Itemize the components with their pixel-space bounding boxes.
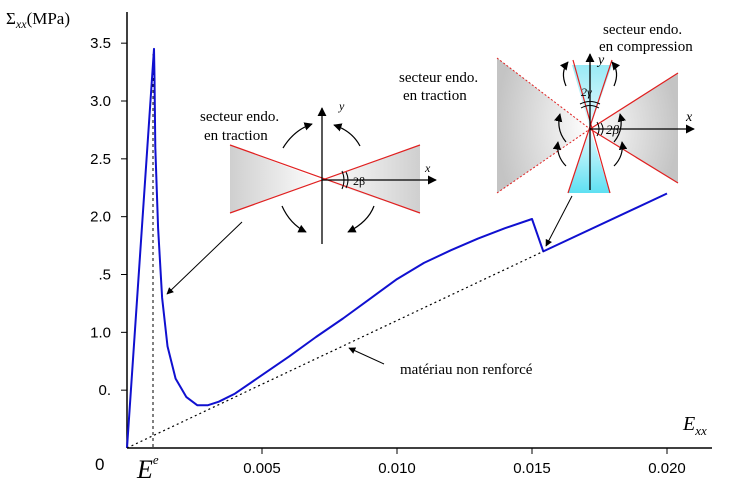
x-axis-label: Exx	[682, 413, 707, 438]
traction-sector-label-1: secteur endo.	[200, 109, 279, 125]
angle-beta-label: 2β	[606, 122, 620, 137]
x-tick-label: 0.020	[648, 460, 686, 477]
compression-sector-label-2: en compression	[599, 39, 693, 55]
traction-sector-label-2: en traction	[403, 88, 467, 104]
compression-sector-label-1: secteur endo.	[603, 22, 682, 38]
traction-sector-label-1: secteur endo.	[399, 70, 478, 86]
sector-boundary-line	[229, 144, 421, 214]
reference-curve	[126, 250, 544, 449]
traction-sector-right	[590, 73, 678, 183]
rotation-arrow	[611, 61, 621, 87]
reference-curve-label: matériau non renforcé	[400, 362, 533, 378]
angle-beta-label: 2β	[353, 174, 365, 188]
x-tick-label: 0.005	[243, 460, 281, 477]
y-tick-label: 3.5	[90, 35, 111, 52]
stress-strain-curve	[126, 47, 668, 449]
axis-x-label: x	[685, 110, 693, 125]
traction-sector-left	[497, 58, 590, 193]
leader-arrow	[348, 347, 385, 365]
rotation-arrow	[613, 141, 628, 167]
y-tick-label: 2.0	[90, 209, 111, 226]
rotation-arrow	[333, 123, 361, 147]
x-tick-label: 0.010	[378, 460, 416, 477]
sector-boundary-line	[496, 128, 591, 194]
elastic-strain-label: Ee	[136, 452, 159, 484]
y-tick-label: 2.5	[90, 151, 111, 168]
sector-boundary-line	[496, 57, 591, 130]
traction-sector-label-2: en traction	[204, 128, 268, 144]
compression-sector-inset: 2γ 2β x y secteur endo. en compression s…	[399, 22, 695, 194]
x-tick-label: 0.015	[513, 460, 551, 477]
angle-arc	[596, 121, 600, 137]
angle-arc	[579, 101, 601, 105]
rotation-arrow	[559, 61, 569, 87]
origin-label: 0	[95, 455, 104, 474]
y-tick-label: .5	[98, 267, 111, 284]
leader-arrow	[545, 195, 573, 247]
rotation-arrow	[281, 205, 307, 233]
sector-boundary-line	[589, 72, 679, 130]
y-tick-label: 0.	[98, 382, 111, 399]
leader-arrow	[166, 221, 243, 295]
axis-y-label: y	[338, 99, 345, 113]
rotation-arrow	[613, 113, 626, 143]
rotation-arrow	[282, 122, 313, 149]
y-axis-label: Σxx(MPa)	[6, 9, 70, 31]
rotation-arrow	[552, 141, 567, 167]
traction-sector-left	[230, 145, 322, 213]
sector-boundary-line	[572, 59, 611, 194]
compression-sector-bottom	[568, 129, 610, 193]
rotation-arrow	[347, 205, 375, 233]
angle-gamma-label: 2γ	[581, 85, 592, 99]
y-tick-label: 3.0	[90, 93, 111, 110]
traction-sector-inset: 2β x y secteur endo. en traction	[200, 99, 437, 244]
sector-boundary-line	[589, 128, 679, 184]
y-tick-label: 1.0	[90, 324, 111, 341]
compression-sector-top	[572, 65, 612, 129]
angle-arc	[580, 105, 600, 109]
axis-y-label: y	[596, 53, 605, 68]
traction-sector-right	[322, 145, 420, 213]
angle-arc	[345, 171, 349, 189]
axis-x-label: x	[424, 161, 431, 175]
rotation-arrow	[554, 113, 567, 143]
angle-arc	[600, 122, 604, 136]
angle-arc	[341, 170, 345, 190]
axes	[126, 12, 712, 449]
